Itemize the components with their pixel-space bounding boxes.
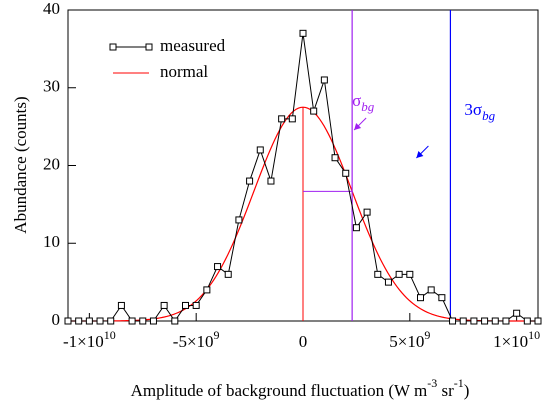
data-point [117, 301, 125, 309]
data-point [288, 115, 296, 123]
data-point [278, 115, 286, 123]
y-tick-label: 10 [43, 232, 60, 251]
x-tick-label-exp: 9 [214, 328, 220, 342]
data-point [299, 29, 307, 37]
sigma-label-main: 3σ [464, 100, 482, 119]
data-point [384, 278, 392, 286]
legend-marker [109, 43, 117, 51]
data-point [235, 216, 243, 224]
x-tick-label-base: -5×10 [173, 332, 214, 351]
data-point [427, 286, 435, 294]
data-point [352, 224, 360, 232]
data-point [523, 317, 531, 325]
data-point [534, 317, 542, 325]
arrow-head [354, 123, 362, 130]
data-point [139, 317, 147, 325]
data-point [85, 317, 93, 325]
sigma-label-main: σ [352, 91, 361, 110]
data-point [502, 317, 510, 325]
data-point [171, 317, 179, 325]
x-tick-label-base: 5×10 [389, 332, 424, 351]
data-point [160, 301, 168, 309]
data-point [481, 317, 489, 325]
x-tick-label: 1×1010 [493, 328, 540, 351]
x-tick-label: 0 [299, 332, 308, 351]
x-axis-label-sup: -1 [454, 376, 464, 390]
data-point [214, 263, 222, 271]
x-tick-label-exp: 10 [104, 328, 116, 342]
data-point [256, 146, 264, 154]
data-point [203, 286, 211, 294]
data-point [182, 301, 189, 309]
data-point [395, 270, 403, 278]
data-point [449, 317, 457, 325]
x-tick-label-base: 1×10 [493, 332, 528, 351]
data-point [64, 317, 72, 325]
data-point [417, 294, 424, 302]
x-tick-label-exp: 10 [528, 328, 540, 342]
data-point [96, 317, 104, 325]
data-point [374, 270, 382, 278]
data-point [128, 317, 136, 325]
data-point [513, 309, 521, 317]
x-tick-label-base: -1×10 [63, 332, 104, 351]
x-axis-label-sup: -3 [427, 376, 437, 390]
legend-label: normal [160, 62, 208, 81]
data-point [491, 317, 499, 325]
data-point [246, 177, 254, 185]
x-axis-label-part: ) [464, 381, 470, 400]
x-tick-label: -1×1010 [63, 328, 116, 351]
sigma-label: 3σbg [464, 100, 495, 123]
sigma-label-sub: bg [482, 108, 496, 123]
data-point [331, 154, 339, 162]
data-point [459, 317, 467, 325]
data-point [470, 317, 478, 325]
x-tick-label: 5×109 [389, 328, 430, 351]
data-point [342, 169, 350, 177]
legend-label: measured [160, 36, 226, 55]
x-axis-label: Amplitude of background fluctuation (W m… [131, 376, 470, 400]
data-point [363, 208, 371, 216]
data-point [438, 294, 446, 302]
legend-marker [145, 43, 153, 51]
data-point [267, 177, 275, 185]
x-tick-label-exp: 9 [424, 328, 430, 342]
x-tick-label: -5×109 [173, 328, 220, 351]
sigma-label-sub: bg [361, 99, 375, 114]
data-point [320, 76, 328, 84]
arrow-head [416, 151, 424, 158]
data-point [310, 107, 318, 115]
data-point [406, 270, 414, 278]
data-point [107, 317, 115, 325]
y-tick-label: 40 [43, 0, 60, 18]
x-axis-label-part: Amplitude of background fluctuation (W m [131, 381, 428, 400]
x-axis-label-part: sr [437, 381, 454, 400]
data-point [192, 301, 200, 309]
y-tick-label: 20 [43, 154, 60, 173]
data-point [149, 317, 157, 325]
y-tick-label: 0 [52, 310, 61, 329]
y-tick-label: 30 [43, 77, 60, 96]
sigma-label: σbg [352, 91, 375, 114]
data-point [75, 317, 83, 325]
y-axis-label: Abundance (counts) [11, 96, 30, 233]
data-point [224, 270, 232, 278]
